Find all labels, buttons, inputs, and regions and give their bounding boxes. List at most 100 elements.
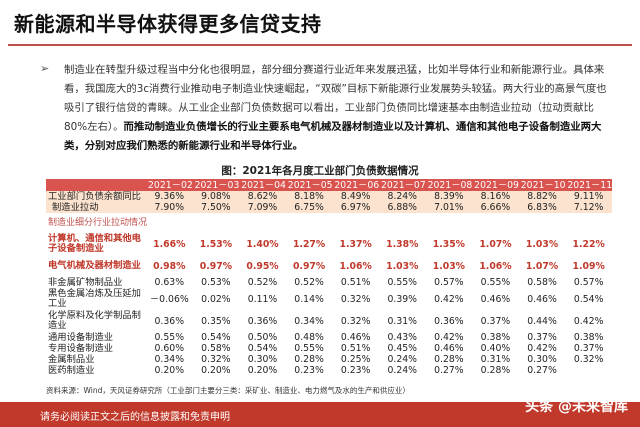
table-cell: 0.37% (480, 315, 511, 327)
row-label: 金属制品业 (48, 354, 95, 365)
header-blank (46, 179, 146, 191)
table-cell: 0.36% (434, 315, 464, 327)
table-cell: 0.36% (154, 315, 185, 327)
table-row: 工业部门负债余额同比 9.36% 9.08% 8.62% 8.18% 8.49%… (46, 191, 612, 202)
table-cell: 0.40% (480, 343, 511, 354)
table-cell: 9.08% (192, 191, 240, 202)
header-month: 2021－09 (472, 179, 519, 191)
table-cell: 1.35% (432, 238, 465, 250)
table-cell: 0.50% (247, 332, 278, 343)
table-cell: 8.24% (378, 191, 426, 202)
table-cell: 0.36% (247, 315, 278, 327)
table-cell: 0.46% (527, 293, 557, 305)
table-cell: 0.53% (201, 277, 231, 288)
table-cell: 0.39% (387, 293, 418, 305)
table-cell: 1.06% (479, 260, 512, 272)
table-cell: 1.09% (572, 260, 605, 272)
table-cell: 1.40% (246, 238, 279, 250)
table-cell: 0.43% (387, 332, 418, 343)
table-cell: 7.09% (239, 202, 286, 213)
table-cell: 6.83% (518, 202, 566, 213)
table-cell: 0.34% (154, 354, 185, 365)
row-label: 医药制造业 (48, 365, 95, 376)
header-month: 2021－04 (239, 179, 286, 191)
table-cell: 0.57% (573, 277, 604, 288)
watermark: 头条 @未来智库 (525, 399, 628, 415)
table-cell: 6.88% (378, 202, 426, 213)
table-cell: 0.30% (247, 354, 278, 365)
table-cell: 1.07% (525, 260, 559, 272)
table-cell: 0.34% (294, 315, 324, 327)
table-cell: 0.23% (340, 365, 371, 376)
table-row: 电气机械及器材制造业 0.98% 0.97% 0.95% 0.97% 1.06%… (46, 255, 612, 277)
table-cell: 0.20% (247, 365, 278, 376)
page-title: 新能源和半导体获得更多信贷支持 (14, 12, 322, 36)
table-caption: 图：2021年各月度工业部门负债数据情况 (221, 165, 419, 177)
table-cell: 8.18% (285, 191, 333, 202)
table-cell: 0.97% (199, 260, 233, 272)
table-cell: 0.31% (387, 315, 418, 327)
header-month: 2021－08 (425, 179, 473, 191)
header-month: 2021－03 (192, 179, 240, 191)
bullet-paragraph: 制造业在转型升级过程当中分化也很明显，部分细分赛道行业近年来发展迅猛，比如半导体… (64, 61, 612, 156)
table-cell: 0.52% (294, 277, 324, 288)
table-header-row: 2021－02 2021－03 2021－04 2021－05 2021－06 … (46, 179, 612, 191)
table-cell: 6.66% (472, 202, 519, 213)
table-cell: 8.82% (518, 191, 566, 202)
table-cell: 1.27% (292, 238, 326, 250)
bullet-text-part1: 制造业在转型升级过程当中分化也很明显，部分细分赛道行业近年来发展迅猛，比如半导体… (64, 64, 607, 133)
table-cell: 0.28% (480, 365, 511, 376)
table-cell: 0.57% (434, 277, 464, 288)
table-cell: 0.46% (480, 293, 511, 305)
debt-data-table: 2021－02 2021－03 2021－04 2021－05 2021－06 … (46, 179, 612, 376)
table-cell: 0.24% (387, 365, 418, 376)
table-cell: 0.32% (201, 354, 231, 365)
table-cell: 8.62% (239, 191, 286, 202)
table-cell: 8.16% (472, 191, 519, 202)
table-cell: 0.55% (154, 332, 185, 343)
table-cell: 0.30% (527, 354, 557, 365)
title-divider (8, 44, 632, 46)
table-cell: 0.44% (527, 315, 557, 327)
table-cell: 6.75% (285, 202, 333, 213)
table-cell: 9.36% (146, 191, 193, 202)
table-cell: 0.60% (154, 343, 185, 354)
table-row: 制造业拉动 7.90% 7.50% 7.09% 6.75% 6.97% 6.88… (46, 202, 612, 213)
table-cell: 8.39% (425, 191, 473, 202)
header-month: 2021－05 (285, 179, 333, 191)
table-cell: 0.37% (573, 343, 604, 354)
table-cell: 0.46% (434, 343, 464, 354)
table-cell: 0.20% (154, 365, 185, 376)
table-cell: 0.98% (153, 260, 186, 272)
table-cell: 1.06% (339, 260, 372, 272)
table-cell: 1.53% (199, 238, 233, 250)
section-label: 制造业细分行业拉动情况 (46, 213, 612, 233)
section-row: 制造业细分行业拉动情况 (46, 213, 612, 233)
table-cell: 7.12% (565, 202, 612, 213)
table-cell: 0.97% (292, 260, 326, 272)
table-cell: 0.32% (340, 315, 371, 327)
header-month: 2021－07 (378, 179, 426, 191)
table-cell: 0.51% (340, 277, 371, 288)
table-cell: 0.52% (247, 277, 278, 288)
table-cell: 0.35% (201, 315, 231, 327)
header-month: 2021－02 (146, 179, 193, 191)
table-row: 计算机、通信和其他电子设备制造业 1.66% 1.53% 1.40% 1.27%… (46, 233, 612, 255)
table-row: 化学原料及化学制品制造业 0.36% 0.35% 0.36% 0.34% 0.3… (46, 310, 612, 332)
table-row: 非金属矿物制品业 0.63% 0.53% 0.52% 0.52% 0.51% 0… (46, 277, 612, 288)
table-cell: 0.38% (480, 332, 511, 343)
bullet-text-part2: 而推动制造业负债增长的行业主要系电气机械及器材制造业以及计算机、通信和其他电子设… (64, 121, 602, 152)
table-cell: 0.27% (434, 365, 464, 376)
table-cell: 9.11% (565, 191, 612, 202)
table-cell: 0.32% (573, 354, 604, 365)
header-month: 2021－06 (332, 179, 379, 191)
table-cell: 0.37% (527, 332, 557, 343)
table-cell: 0.58% (201, 343, 231, 354)
table-cell: 0.32% (340, 293, 371, 305)
table-cell: 7.90% (146, 202, 193, 213)
table-cell: 1.38% (386, 238, 419, 250)
table-cell: 1.07% (479, 238, 512, 250)
table-cell: 0.23% (294, 365, 324, 376)
table-cell: 1.03% (432, 260, 465, 272)
row-label: 计算机、通信和其他电子设备制造业 (48, 233, 141, 254)
